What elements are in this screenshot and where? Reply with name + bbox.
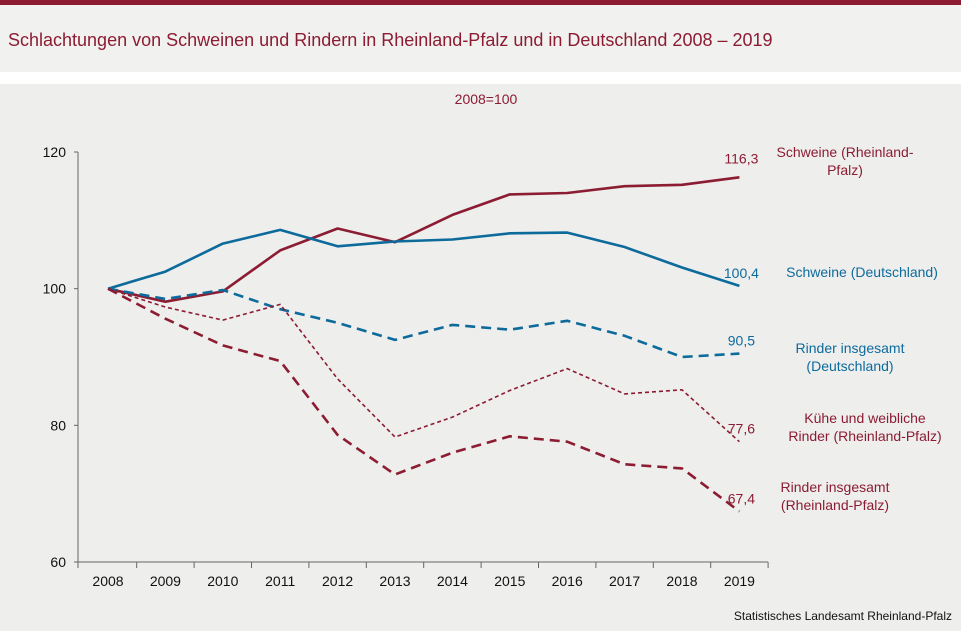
x-tick-label: 2009 [150, 573, 181, 589]
y-tick-label: 120 [43, 144, 67, 160]
series-name-label: Schweine (Deutschland) [786, 264, 938, 280]
x-tick-label: 2010 [207, 573, 238, 589]
header-divider [0, 72, 961, 84]
x-tick-label: 2011 [265, 573, 295, 589]
x-tick-label: 2019 [724, 573, 755, 589]
source-credit: Statistisches Landesamt Rheinland-Pfalz [733, 609, 952, 623]
series-name-label: Schweine (Rheinland-Pfalz) [777, 144, 914, 178]
series-line-0 [107, 176, 740, 304]
chart-title: Schlachtungen von Schweinen und Rindern … [8, 30, 773, 50]
series-line-3 [107, 287, 740, 443]
series-line-4 [107, 287, 741, 513]
x-tick-label: 2017 [609, 573, 640, 589]
y-tick-label: 100 [43, 281, 67, 297]
series-line-1 [107, 228, 740, 290]
series-name-label: Kühe und weibliche Rinder (Rheinland-Pfal… [788, 410, 941, 444]
axes: 60 80 100 120 2008 2009 2010 2011 2012 2013 2014 20… [43, 144, 769, 589]
labels-layer: 116,3 100,4 90,5 77,6 67,4 Schweine (Rheinlan… [724, 144, 942, 513]
series-layer [107, 176, 741, 513]
x-tick-label: 2008 [92, 573, 123, 589]
series-line-2 [107, 287, 740, 359]
end-value-label: 90,5 [728, 333, 755, 349]
x-tick-label: 2012 [322, 573, 353, 589]
y-tick-label: 80 [50, 417, 66, 433]
top-rule [0, 0, 961, 5]
header-band [0, 5, 961, 72]
y-tick-label: 60 [50, 554, 66, 570]
x-tick-label: 2015 [494, 573, 525, 589]
end-value-label: 116,3 [724, 150, 758, 166]
x-tick-label: 2016 [552, 573, 583, 589]
chart-subtitle: 2008=100 [455, 91, 518, 107]
series-name-label: Rinder insgesamt (Deutschland) [796, 340, 905, 374]
end-value-label: 100,4 [724, 265, 759, 281]
end-value-label: 67,4 [728, 490, 755, 506]
series-name-label: Rinder insgesamt (Rheinland-Pfalz) [781, 479, 890, 513]
end-value-label: 77,6 [728, 421, 755, 437]
x-tick-label: 2018 [666, 573, 697, 589]
x-tick-label: 2013 [379, 573, 410, 589]
x-tick-label: 2014 [437, 573, 468, 589]
